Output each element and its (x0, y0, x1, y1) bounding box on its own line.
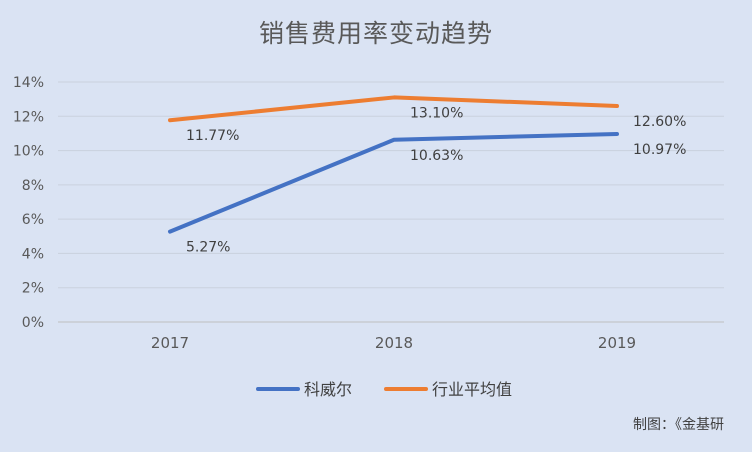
grid-lines (58, 81, 724, 323)
series-line (168, 131, 619, 234)
data-label: 10.97% (633, 142, 686, 158)
y-tick-label: 10% (13, 144, 44, 160)
y-tick-label: 8% (22, 178, 44, 194)
y-tick-label: 4% (22, 246, 44, 262)
y-tick-label: 12% (13, 109, 44, 125)
chart-title: 销售费用率变动趋势 (258, 19, 493, 48)
y-tick-label: 2% (22, 281, 44, 297)
data-label: 10.63% (410, 148, 463, 164)
x-tick-label: 2019 (598, 334, 636, 352)
x-tick-label: 2017 (151, 334, 189, 352)
y-tick-label: 0% (22, 315, 44, 331)
x-tick-label: 2018 (375, 334, 413, 352)
y-tick-label: 14% (13, 75, 44, 91)
y-axis-ticks: 0% 2% 4% 6% 8% 10% 12% 14% (13, 75, 44, 331)
legend: 科威尔 行业平均值 (256, 380, 512, 399)
series-line (168, 95, 619, 123)
y-tick-label: 6% (22, 212, 44, 228)
series-lines (168, 95, 619, 234)
data-labels: 5.27% 10.63% 10.97% 11.77% 13.10% 12.60% (186, 105, 686, 255)
x-axis-ticks: 2017 2018 2019 (151, 334, 636, 352)
data-label: 12.60% (633, 114, 686, 130)
data-label: 11.77% (186, 128, 239, 144)
legend-label: 科威尔 (304, 380, 352, 399)
data-label: 5.27% (186, 240, 230, 256)
data-label: 13.10% (410, 105, 463, 121)
chart-credit: 制图：《金基研 (633, 417, 724, 433)
legend-label: 行业平均值 (432, 380, 512, 399)
